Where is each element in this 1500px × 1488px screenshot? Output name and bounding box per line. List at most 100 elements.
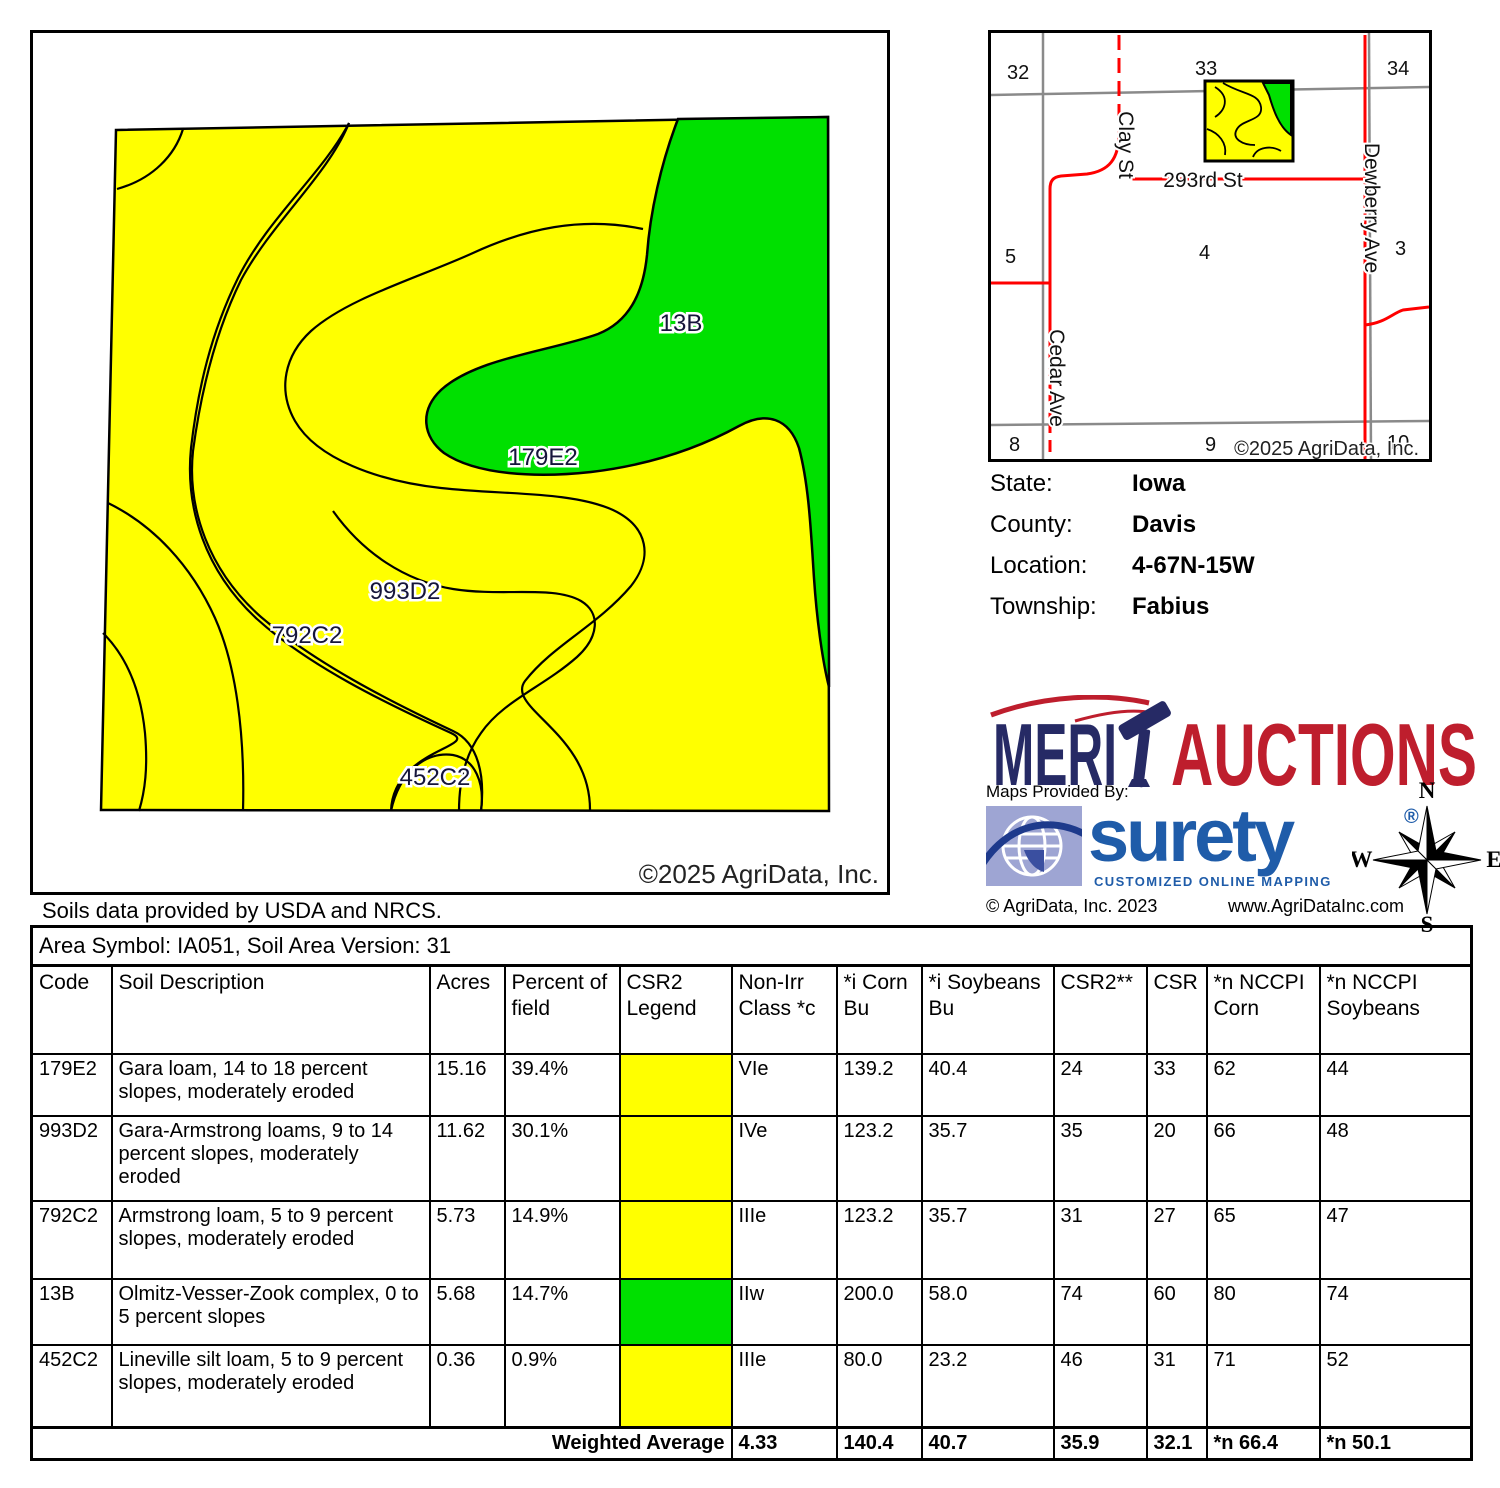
gavel-icon	[1118, 701, 1171, 788]
location-info: State: Iowa County: Davis Location: 4-67…	[990, 470, 1255, 634]
cell-description: Lineville silt loam, 5 to 9 percent slop…	[110, 1344, 431, 1428]
soil-region-13B	[425, 115, 831, 688]
cell-description: Gara loam, 14 to 18 percent slopes, mode…	[110, 1053, 431, 1117]
maps-provided-by-label: Maps Provided By:	[986, 782, 1129, 801]
cell-corn: 123.2	[835, 1200, 923, 1280]
wa-nccpi-soybeans: *n 50.1	[1318, 1425, 1473, 1460]
section-5: 5	[1005, 246, 1016, 268]
wa-csr2: 35.9	[1052, 1425, 1148, 1460]
cell-legend-swatch	[618, 1115, 733, 1202]
road-label-clay-st: Clay St	[1114, 111, 1137, 179]
header-csr2: CSR2**	[1052, 964, 1148, 1055]
header-soil-description: Soil Description	[110, 964, 431, 1055]
wa-csr: 32.1	[1145, 1425, 1208, 1460]
location-label: Location:	[990, 552, 1088, 579]
cell-csr2: 74	[1052, 1278, 1148, 1346]
location-value: 4-67N-15W	[1132, 552, 1255, 579]
cell-legend-swatch	[618, 1053, 733, 1117]
cell-acres: 0.36	[428, 1344, 506, 1428]
county-value: Davis	[1132, 511, 1197, 538]
locator-map: 32 33 34 5 4 3 8 9 10 Clay St Dewberry A…	[988, 30, 1432, 462]
township-row: Township: Fabius	[990, 593, 1255, 621]
table-row: 452C2 Lineville silt loam, 5 to 9 percen…	[30, 1344, 1473, 1428]
section-9: 9	[1205, 434, 1216, 456]
cell-soybeans: 58.0	[920, 1278, 1055, 1346]
locator-map-svg: 32 33 34 5 4 3 8 9 10 Clay St Dewberry A…	[991, 33, 1429, 459]
county-row: County: Davis	[990, 511, 1255, 539]
locator-copyright: ©2025 AgriData, Inc.	[1234, 438, 1419, 459]
cell-nccpi-corn: 62	[1205, 1053, 1321, 1117]
cell-nccpi-soybeans: 44	[1318, 1053, 1473, 1117]
surety-registered-mark: ®	[1404, 806, 1419, 828]
wa-non-irr: 4.33	[730, 1425, 838, 1460]
soil-map-svg: 13B 179E2 993D2 792C2 452C2 ©2025 AgriDa…	[99, 115, 879, 889]
surety-wordmark: surety	[1088, 794, 1295, 877]
road-label-cedar-ave: Cedar Ave	[1045, 329, 1068, 427]
cell-non-irr: IVe	[730, 1115, 838, 1202]
state-row: State: Iowa	[990, 470, 1255, 498]
cell-legend-swatch	[618, 1278, 733, 1346]
soil-label-452C2: 452C2	[400, 764, 471, 791]
table-row: 792C2 Armstrong loam, 5 to 9 percent slo…	[30, 1200, 1473, 1280]
township-value: Fabius	[1132, 593, 1210, 620]
state-value: Iowa	[1132, 470, 1186, 497]
cell-percent: 39.4%	[503, 1053, 621, 1117]
header-nccpi-corn: *n NCCPI Corn	[1205, 964, 1321, 1055]
header-csr2-legend: CSR2 Legend	[618, 964, 733, 1055]
wa-corn: 140.4	[835, 1425, 923, 1460]
section-32: 32	[1007, 62, 1029, 84]
cell-code: 792C2	[30, 1200, 113, 1280]
road-label-dewberry-ave: Dewberry Ave	[1360, 143, 1383, 273]
cell-soybeans: 23.2	[920, 1344, 1055, 1428]
state-label: State:	[990, 470, 1053, 497]
cell-code: 452C2	[30, 1344, 113, 1428]
section-34: 34	[1387, 58, 1409, 80]
location-row: Location: 4-67N-15W	[990, 552, 1255, 580]
header-csr: CSR	[1145, 964, 1208, 1055]
section-10: 10	[1387, 432, 1409, 454]
section-8: 8	[1009, 434, 1020, 456]
table-title-row: Area Symbol: IA051, Soil Area Version: 3…	[30, 925, 1473, 967]
county-label: County:	[990, 511, 1073, 538]
cell-csr: 33	[1145, 1053, 1208, 1117]
cell-nccpi-soybeans: 52	[1318, 1344, 1473, 1428]
cell-code: 13B	[30, 1278, 113, 1346]
cell-corn: 123.2	[835, 1115, 923, 1202]
header-code: Code	[30, 964, 113, 1055]
soil-label-993D2: 993D2	[370, 578, 441, 605]
section-3: 3	[1395, 238, 1406, 260]
cell-nccpi-corn: 65	[1205, 1200, 1321, 1280]
soil-label-13B: 13B	[660, 310, 703, 337]
cell-non-irr: VIe	[730, 1053, 838, 1117]
compass-n: N	[1419, 782, 1436, 803]
soils-data-note: Soils data provided by USDA and NRCS.	[42, 898, 442, 923]
cell-csr: 60	[1145, 1278, 1208, 1346]
roads	[991, 35, 1429, 459]
section-4: 4	[1199, 242, 1210, 264]
cell-soybeans: 40.4	[920, 1053, 1055, 1117]
cell-csr2: 24	[1052, 1053, 1148, 1117]
cell-csr: 20	[1145, 1115, 1208, 1202]
table-row: 993D2 Gara-Armstrong loams, 9 to 14 perc…	[30, 1115, 1473, 1202]
header-non-irr-class: Non-Irr Class *c	[730, 964, 838, 1055]
surety-tagline: CUSTOMIZED ONLINE MAPPING	[1094, 874, 1332, 889]
cell-csr2: 46	[1052, 1344, 1148, 1428]
cell-description: Gara-Armstrong loams, 9 to 14 percent sl…	[110, 1115, 431, 1202]
cell-percent: 30.1%	[503, 1115, 621, 1202]
header-nccpi-soybeans: *n NCCPI Soybeans	[1318, 964, 1473, 1055]
compass-e: E	[1486, 847, 1500, 872]
cell-csr: 31	[1145, 1344, 1208, 1428]
auctions-text: AUCTIONS	[1171, 705, 1477, 797]
cell-legend-swatch	[618, 1344, 733, 1428]
agridata-copyright: © AgriData, Inc. 2023	[986, 896, 1158, 916]
weighted-average-row: Weighted Average 4.33 140.4 40.7 35.9 32…	[30, 1425, 1473, 1460]
locator-thumbnail	[1203, 79, 1295, 163]
compass-w: W	[1352, 847, 1373, 872]
cell-percent: 0.9%	[503, 1344, 621, 1428]
cell-acres: 15.16	[428, 1053, 506, 1117]
soil-map-copyright: ©2025 AgriData, Inc.	[639, 859, 879, 889]
cell-csr: 27	[1145, 1200, 1208, 1280]
soil-map: 13B 179E2 993D2 792C2 452C2 ©2025 AgriDa…	[30, 30, 890, 895]
surety-globe-icon	[986, 806, 1082, 886]
